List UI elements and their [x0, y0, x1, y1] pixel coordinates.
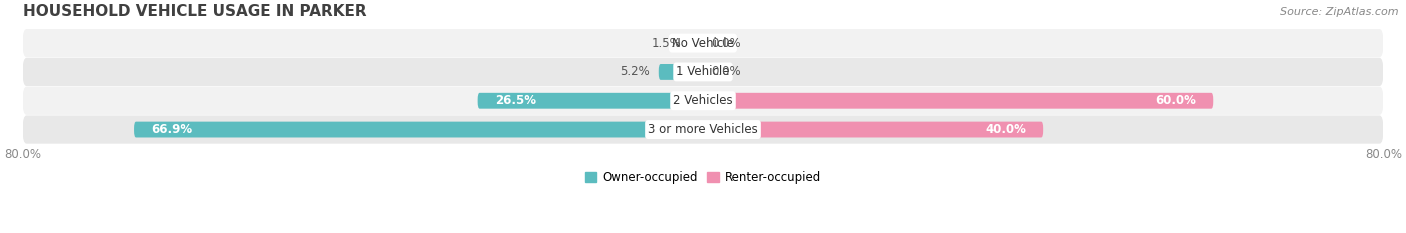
- Text: 0.0%: 0.0%: [711, 65, 741, 79]
- Text: 5.2%: 5.2%: [620, 65, 650, 79]
- Text: 60.0%: 60.0%: [1156, 94, 1197, 107]
- Legend: Owner-occupied, Renter-occupied: Owner-occupied, Renter-occupied: [579, 167, 827, 189]
- FancyBboxPatch shape: [690, 35, 703, 51]
- FancyBboxPatch shape: [478, 93, 703, 109]
- Text: HOUSEHOLD VEHICLE USAGE IN PARKER: HOUSEHOLD VEHICLE USAGE IN PARKER: [22, 4, 367, 19]
- FancyBboxPatch shape: [22, 58, 1384, 86]
- Text: 1 Vehicle: 1 Vehicle: [676, 65, 730, 79]
- FancyBboxPatch shape: [22, 29, 1384, 57]
- Text: 2 Vehicles: 2 Vehicles: [673, 94, 733, 107]
- Text: 3 or more Vehicles: 3 or more Vehicles: [648, 123, 758, 136]
- FancyBboxPatch shape: [703, 93, 1213, 109]
- Text: 1.5%: 1.5%: [652, 37, 682, 50]
- Text: 0.0%: 0.0%: [711, 37, 741, 50]
- Text: 26.5%: 26.5%: [495, 94, 536, 107]
- FancyBboxPatch shape: [22, 87, 1384, 115]
- FancyBboxPatch shape: [134, 122, 703, 137]
- Text: Source: ZipAtlas.com: Source: ZipAtlas.com: [1281, 7, 1399, 17]
- FancyBboxPatch shape: [22, 115, 1384, 144]
- FancyBboxPatch shape: [659, 64, 703, 80]
- Text: 40.0%: 40.0%: [986, 123, 1026, 136]
- Text: 66.9%: 66.9%: [150, 123, 193, 136]
- FancyBboxPatch shape: [703, 122, 1043, 137]
- Text: No Vehicle: No Vehicle: [672, 37, 734, 50]
